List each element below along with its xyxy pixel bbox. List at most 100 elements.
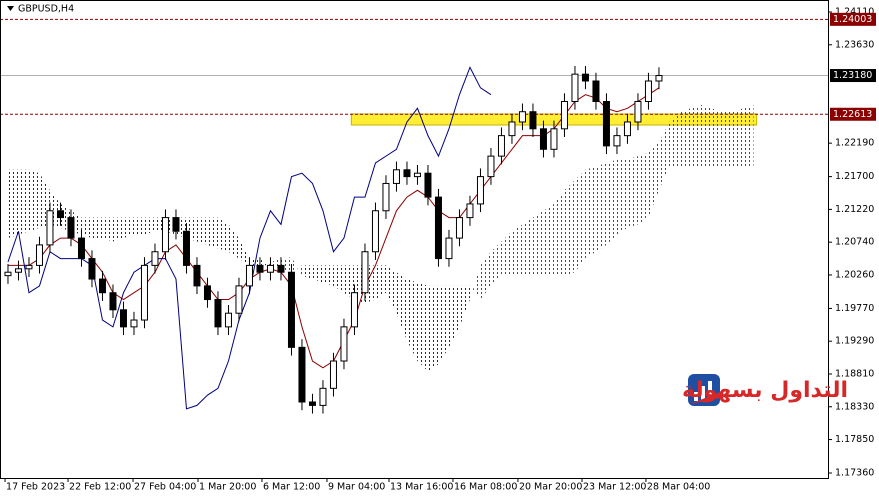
candle-body [487,155,495,178]
candle-body [319,387,327,406]
candle-body [350,292,358,328]
cloud-segment [721,111,733,167]
cloud-segment [123,217,134,239]
candle-body [4,271,12,277]
cloud-segment [616,159,628,235]
cloud-segment [385,265,397,314]
cloud-segment [669,111,680,167]
cloud-segment [511,224,523,276]
y-tick-label: 1.24110 [835,7,874,18]
candle-body [623,121,631,137]
cloud-segment [658,121,670,191]
price-label: 1.23180 [833,70,872,81]
candle-body [266,264,274,273]
cloud-segment [7,169,19,239]
cloud-segment [102,217,113,242]
candle-body [455,217,463,239]
x-tick-label: 17 Feb 2023 [6,482,65,493]
y-tick-label: 1.17360 [835,468,874,479]
candle-body [56,210,64,219]
cloud-segment [91,217,103,239]
cloud-segment [742,104,754,167]
cloud-segment [112,217,124,242]
candle-body [245,264,253,287]
cloud-segment [585,166,596,259]
cloud-segment [690,104,701,167]
logo-icon [701,386,705,401]
candle-body [140,264,148,321]
cloud-segment [679,108,691,167]
cloud-segment [438,285,449,365]
cloud-segment [333,265,344,293]
logo-icon [708,381,712,401]
cloud-segment [417,282,428,372]
y-tick-label: 1.23630 [835,39,874,50]
cloud-segment [522,217,533,276]
candle-body [539,128,547,150]
candle-body [151,251,159,266]
x-tick-label: 20 Mar 20:00 [519,482,582,493]
cloud-segment [322,265,334,286]
cloud-segment [396,272,407,341]
cloud-segment [543,203,554,276]
candle-body [161,217,169,253]
cloud-segment [238,238,250,266]
candle-body [560,100,568,130]
cloud-segment [532,210,544,276]
candle-body [361,251,369,294]
cloud-segment [480,251,491,300]
cloud-segment [133,217,145,235]
candle-body [592,80,600,102]
logo-icon [694,392,698,401]
candle-body [634,100,642,123]
candle-body [571,73,579,102]
y-tick-label: 1.19770 [835,303,874,314]
x-tick-label: 6 Mar 12:00 [263,482,320,493]
cloud-segment [627,156,638,228]
candle-body [214,299,222,328]
candle-body [518,111,526,123]
cloud-segment [595,162,607,252]
cloud-segment [406,279,418,362]
logo-icon [690,392,720,404]
candle-body [403,169,411,178]
cloud-segment [301,265,313,280]
cloud-segment [700,104,712,167]
candle-body [581,73,589,82]
candle-body [508,121,516,137]
candle-body [98,278,106,294]
x-tick-label: 1 Mar 20:00 [199,482,256,493]
cloud-segment [18,169,29,235]
candle-body [529,111,537,130]
cloud-segment [343,265,355,300]
price-label-bg [830,69,876,83]
y-tick-label: 1.19290 [835,336,874,347]
watermark: التداول بسهولة [682,378,848,403]
candle-body [382,182,390,212]
candle-body [77,237,85,260]
y-tick-label: 1.18330 [835,401,874,412]
candle-body [172,217,180,232]
candle-body [277,264,285,273]
symbol-menu[interactable] [7,6,14,11]
x-tick-label: 23 Mar 12:00 [583,482,646,493]
cloud-segment [553,190,565,276]
cloud-segment [501,231,512,276]
price-label: 1.24003 [833,14,872,25]
candle-body [371,210,379,253]
candle-body [298,346,306,403]
x-tick-label: 9 Mar 04:00 [328,482,385,493]
cloud-segment [28,169,40,232]
candle-body [119,309,127,328]
logo: التداول بسهولة [682,374,848,406]
y-tick-label: 1.21700 [835,171,874,182]
cloud-segment [217,217,229,252]
candle-body [329,360,337,389]
candle-body [193,264,201,287]
candle-body [497,135,505,157]
y-tick-label: 1.17850 [835,434,874,445]
candle-body [130,319,138,328]
cloud-segment [312,265,323,283]
cloud-segment [564,180,575,276]
